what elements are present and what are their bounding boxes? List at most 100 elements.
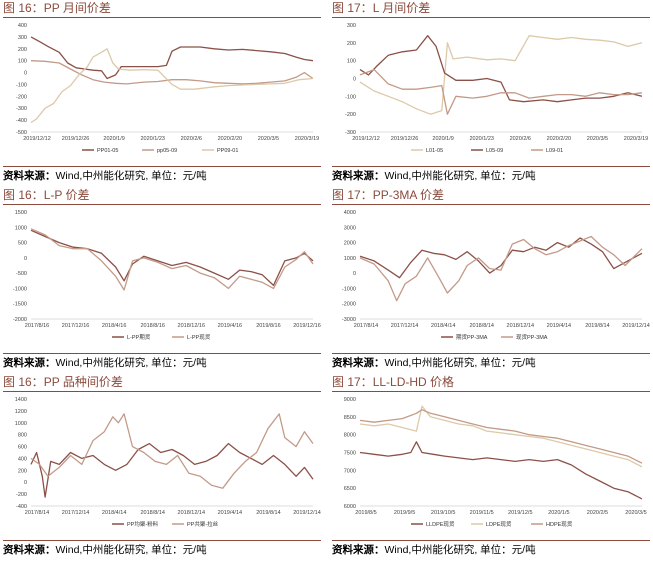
chart-title: 图 17：LL-LD-HD 价格 [332, 374, 650, 392]
y-tick-label: 1500 [15, 210, 27, 216]
x-tick-label: 2017/12/14 [62, 510, 90, 516]
x-tick-label: 2020/1/9 [103, 136, 124, 142]
x-tick-label: 2020/1/9 [432, 136, 453, 142]
y-tick-label: -400 [16, 118, 27, 124]
y-tick-label: 6000 [344, 504, 356, 510]
y-tick-label: 0 [24, 71, 27, 77]
x-tick-label: 2017/12/14 [391, 323, 419, 329]
legend-label: LLDPE现货 [426, 520, 455, 528]
chart-title: 图 16：L-P 价差 [3, 187, 321, 205]
series-line [359, 235, 643, 302]
y-tick-label: 8500 [344, 415, 356, 421]
y-tick-label: 1000 [344, 256, 356, 262]
series-line [359, 35, 643, 103]
x-tick-label: 2018/12/14 [507, 323, 535, 329]
source-note: 资料来源：Wind,中州能化研究, 单位：元/吨 [332, 353, 650, 372]
x-tick-label: 2020/1/5 [548, 510, 569, 516]
legend-label: L-PP现货 [187, 333, 211, 341]
x-tick-label: 2019/12/26 [62, 136, 90, 142]
x-tick-label: 2020/2/20 [547, 136, 571, 142]
x-tick-label: 2018/8/16 [140, 323, 164, 329]
legend-label: L01-05 [426, 148, 443, 154]
y-tick-label: -2000 [13, 317, 27, 323]
y-tick-label: 100 [347, 59, 356, 65]
source-note: 资料来源：Wind,中州能化研究, 单位：元/吨 [3, 166, 321, 185]
x-tick-label: 2018/8/14 [140, 510, 164, 516]
x-tick-label: 2020/1/23 [140, 136, 164, 142]
source-note: 资料来源：Wind,中州能化研究, 单位：元/吨 [332, 166, 650, 185]
chart-svg: 1500 1000 500 0 -500 -1000 -1500 -20002017/8/16… [13, 210, 321, 341]
y-tick-label: 1000 [15, 421, 27, 427]
chart-panel-pp-3ma-spread: 图 17：PP-3MA 价差 4000 3000 2000 1000 0 -1000 -20… [332, 187, 653, 374]
x-tick-label: 2020/2/6 [181, 136, 202, 142]
legend-label: PP01-05 [97, 148, 118, 154]
y-tick-label: 1400 [15, 397, 27, 403]
y-tick-label: 7000 [344, 468, 356, 474]
legend-label: L-PP期货 [127, 333, 151, 341]
x-tick-label: 2018/4/16 [102, 323, 126, 329]
y-tick-label: 300 [18, 35, 27, 41]
chart-panel-l-month-spread: 图 17：L 月间价差 300 200 100 0 -100 -200 -300 2019/1… [332, 0, 653, 187]
x-tick-label: 2019/12/12 [23, 136, 51, 142]
series-line [359, 409, 643, 464]
x-tick-label: 2017/12/16 [62, 323, 90, 329]
x-tick-label: 2020/2/5 [587, 510, 608, 516]
series-line [359, 441, 643, 500]
y-tick-label: 200 [18, 47, 27, 53]
y-tick-label: -1000 [342, 286, 356, 292]
x-tick-label: 2018/8/14 [469, 323, 493, 329]
x-tick-label: 2019/12/16 [293, 323, 321, 329]
series-line [359, 237, 643, 279]
y-tick-label: 1200 [15, 409, 27, 415]
source-note: 资料来源：Wind,中州能化研究, 单位：元/吨 [3, 540, 321, 559]
x-tick-label: 2017/8/14 [25, 510, 49, 516]
y-tick-label: 2000 [344, 241, 356, 247]
series-line [30, 60, 314, 85]
chart-panel-pp-variety-spread: 图 16：PP 品种间价差 1400 1200 1000 800 600 400 200 0 -… [3, 374, 329, 561]
chart-svg: 4003002001000-100-200-300-400-5002019/12… [16, 23, 319, 154]
legend-label: HDPE现货 [546, 520, 573, 528]
y-tick-label: 7500 [344, 451, 356, 457]
x-tick-label: 2019/8/14 [585, 323, 609, 329]
y-tick-label: -200 [345, 112, 356, 118]
chart-svg: 1400 1200 1000 800 600 400 200 0 -200 -4002017/8/… [15, 397, 321, 528]
x-tick-label: 2020/1/23 [469, 136, 493, 142]
series-line [359, 68, 643, 115]
x-tick-label: 2019/8/14 [256, 510, 280, 516]
legend-label: PP09-01 [217, 148, 238, 154]
chart-panel-l-p-spread: 图 16：L-P 价差 1500 1000 500 0 -500 -1000 -1500 -2… [3, 187, 329, 374]
x-tick-label: 2018/4/14 [431, 323, 455, 329]
chart-title: 图 17：L 月间价差 [332, 0, 650, 18]
y-tick-label: -1500 [13, 302, 27, 308]
y-tick-label: -400 [16, 504, 27, 510]
x-tick-label: 2020/3/5 [625, 510, 646, 516]
x-tick-label: 2018/4/14 [102, 510, 126, 516]
y-tick-label: 4000 [344, 210, 356, 216]
y-tick-label: 6500 [344, 486, 356, 492]
x-tick-label: 2019/8/5 [355, 510, 376, 516]
y-tick-label: 0 [24, 256, 27, 262]
y-tick-label: 600 [18, 445, 27, 451]
legend-label: PP均聚-粉料 [127, 520, 159, 528]
y-tick-label: 200 [18, 468, 27, 474]
y-tick-label: -2000 [342, 302, 356, 308]
y-tick-label: -100 [345, 94, 356, 100]
y-tick-label: 800 [18, 433, 27, 439]
source-note: 资料来源：Wind,中州能化研究, 单位：元/吨 [3, 353, 321, 372]
x-tick-label: 2017/8/14 [354, 323, 378, 329]
chart-title: 图 16：PP 品种间价差 [3, 374, 321, 392]
series-line [359, 405, 643, 468]
y-tick-label: 500 [18, 241, 27, 247]
series-line [30, 48, 314, 124]
chart-panel-ll-ld-hd-price: 图 17：LL-LD-HD 价格 9000 8500 8000 7500 7000 650… [332, 374, 653, 561]
x-tick-label: 2020/3/5 [258, 136, 279, 142]
y-tick-label: 3000 [344, 225, 356, 231]
x-tick-label: 2020/3/19 [295, 136, 319, 142]
y-tick-label: 400 [18, 456, 27, 462]
x-tick-label: 2019/4/14 [218, 510, 242, 516]
x-tick-label: 2020/2/6 [510, 136, 531, 142]
series-line [30, 36, 314, 80]
x-tick-label: 2018/12/14 [178, 510, 206, 516]
